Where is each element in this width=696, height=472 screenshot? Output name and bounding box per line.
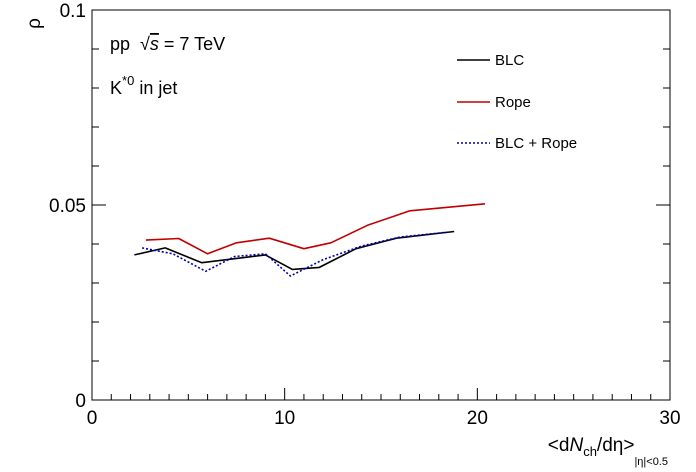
x-tick-label: 20: [467, 408, 488, 429]
x-tick-label: 0: [87, 408, 98, 429]
series-line-rope: [146, 204, 485, 254]
axis-ticks: 0 10 20 30 0 0.05 0.1: [49, 1, 681, 429]
x-axis-label: <dNch/dη>|η|<0.5: [548, 435, 668, 468]
legend-label-blc-rope: BLC + Rope: [495, 135, 577, 152]
x-tick-label: 30: [659, 408, 680, 429]
legend-entry-blc-rope: BLC + Rope: [457, 135, 577, 152]
plot-frame: [92, 10, 670, 400]
series-layer: [134, 204, 485, 276]
x-tick-label: 10: [274, 408, 295, 429]
legend-entry-rope: Rope: [457, 94, 531, 111]
legend-entry-blc: BLC: [457, 52, 524, 69]
legend: BLC Rope BLC + Rope: [457, 52, 577, 152]
particle-annotation: K*0 in jet: [110, 73, 177, 98]
y-tick-label: 0: [75, 391, 86, 412]
collision-system-annotation: pp √s = 7 TeV: [110, 34, 225, 54]
legend-label-rope: Rope: [495, 94, 531, 111]
y-axis-label: ρ: [24, 18, 45, 29]
y-tick-label: 0.05: [49, 196, 86, 217]
y-tick-label: 0.1: [60, 1, 86, 22]
legend-label-blc: BLC: [495, 52, 524, 69]
